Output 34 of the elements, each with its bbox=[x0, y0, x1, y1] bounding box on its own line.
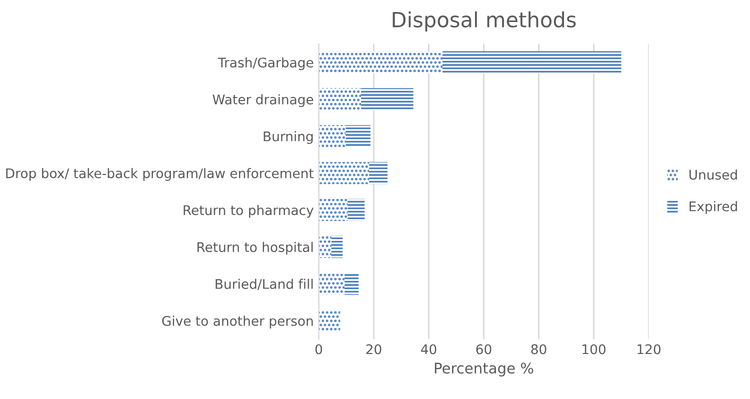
y-tick-label: Give to another person bbox=[162, 316, 313, 328]
bar bbox=[318, 162, 370, 184]
bar bbox=[318, 272, 345, 295]
bar bbox=[318, 125, 346, 148]
chart-title: Disposal methods bbox=[392, 11, 576, 32]
bar bbox=[344, 272, 359, 295]
legend-label: Unused bbox=[689, 170, 737, 180]
bar bbox=[369, 162, 388, 184]
bar bbox=[442, 51, 622, 74]
bar bbox=[318, 236, 332, 258]
y-tick-label: Drop box/ take-back program/law enforcement bbox=[6, 168, 314, 181]
y-tick-label: Return to hospital bbox=[197, 242, 313, 255]
bar bbox=[318, 51, 442, 74]
x-tick-label: 0 bbox=[315, 344, 322, 354]
legend-label: Expired bbox=[690, 201, 737, 214]
bar bbox=[346, 125, 370, 148]
bar bbox=[318, 310, 340, 332]
y-tick-label: Trash/Garbage bbox=[218, 57, 314, 70]
x-tick-label: 80 bbox=[531, 344, 546, 354]
x-tick-label: 100 bbox=[582, 344, 606, 354]
bar bbox=[318, 198, 348, 222]
x-tick-label: 120 bbox=[638, 344, 660, 354]
y-tick-label: Burning bbox=[264, 131, 313, 144]
y-tick-label: Buried/Land fill bbox=[216, 278, 313, 290]
bar bbox=[348, 198, 365, 222]
x-axis-title: Percentage % bbox=[434, 362, 534, 376]
y-tick-label: Water drainage bbox=[212, 94, 314, 108]
bar bbox=[331, 236, 343, 258]
bar bbox=[361, 88, 414, 110]
x-tick-label: 20 bbox=[366, 344, 382, 354]
bar bbox=[318, 88, 362, 110]
y-tick-label: Return to pharmacy bbox=[184, 204, 314, 218]
x-tick-label: 40 bbox=[421, 344, 436, 354]
x-tick-label: 60 bbox=[476, 344, 492, 354]
